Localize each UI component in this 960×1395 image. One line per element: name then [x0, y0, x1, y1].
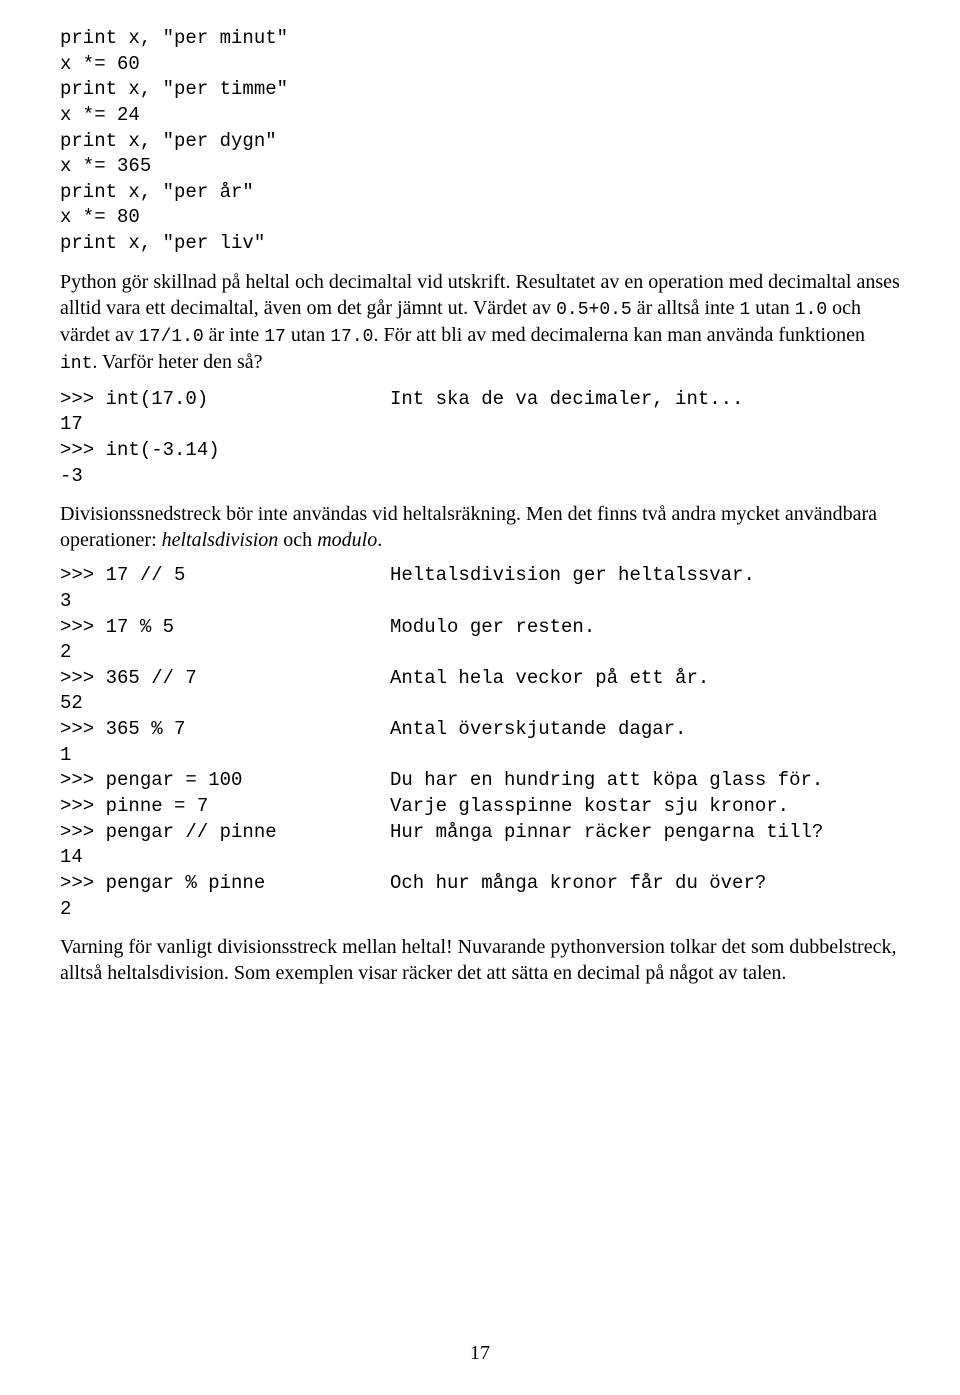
text-run: är inte: [204, 324, 265, 346]
code-block-1: print x, "per minut" x *= 60 print x, "p…: [60, 26, 900, 257]
page-container: print x, "per minut" x *= 60 print x, "p…: [0, 0, 960, 1395]
code-comment: [390, 691, 900, 717]
code-row: >>> pengar // pinne Hur många pinnar räc…: [60, 820, 900, 846]
code-row: -3: [60, 464, 900, 490]
code-comment: [390, 412, 900, 438]
code-left: >>> pengar = 100: [60, 768, 390, 794]
text-run: är alltså inte: [632, 297, 740, 319]
code-row: >>> pengar = 100 Du har en hundring att …: [60, 768, 900, 794]
code-row: >>> 365 % 7 Antal överskjutande dagar.: [60, 717, 900, 743]
code-left: 17: [60, 412, 390, 438]
code-comment: [390, 897, 900, 923]
code-line: x *= 365: [60, 154, 900, 180]
code-comment: Antal hela veckor på ett år.: [390, 666, 900, 692]
code-row: >>> int(17.0) Int ska de va decimaler, i…: [60, 387, 900, 413]
code-left: 1: [60, 743, 390, 769]
code-line: print x, "per timme": [60, 77, 900, 103]
code-block-3: >>> 17 // 5 Heltalsdivision ger heltalss…: [60, 563, 900, 922]
code-comment: Och hur många kronor får du över?: [390, 871, 900, 897]
code-comment: Heltalsdivision ger heltalssvar.: [390, 563, 900, 589]
code-row: 52: [60, 691, 900, 717]
code-row: 1: [60, 743, 900, 769]
text-run: utan: [750, 297, 794, 319]
code-left: >>> int(17.0): [60, 387, 390, 413]
inline-code: 1: [739, 300, 750, 320]
code-row: 2: [60, 640, 900, 666]
code-row: 14: [60, 845, 900, 871]
code-row: >>> pengar % pinne Och hur många kronor …: [60, 871, 900, 897]
code-row: >>> pinne = 7 Varje glasspinne kostar sj…: [60, 794, 900, 820]
italic-term: modulo: [317, 529, 377, 551]
text-run: utan: [286, 324, 330, 346]
code-line: x *= 80: [60, 205, 900, 231]
code-left: >>> 17 % 5: [60, 615, 390, 641]
code-row: 17: [60, 412, 900, 438]
code-row: >>> 17 % 5 Modulo ger resten.: [60, 615, 900, 641]
code-comment: Modulo ger resten.: [390, 615, 900, 641]
code-comment: [390, 464, 900, 490]
code-left: >>> pinne = 7: [60, 794, 390, 820]
code-left: -3: [60, 464, 390, 490]
code-left: >>> 365 // 7: [60, 666, 390, 692]
code-comment: Hur många pinnar räcker pengarna till?: [390, 820, 900, 846]
code-comment: Du har en hundring att köpa glass för.: [390, 768, 900, 794]
paragraph-2: Divisionssnedstreck bör inte användas vi…: [60, 501, 900, 553]
inline-code: 17/1.0: [139, 327, 204, 347]
code-left: >>> int(-3.14): [60, 438, 390, 464]
code-row: 2: [60, 897, 900, 923]
code-block-2: >>> int(17.0) Int ska de va decimaler, i…: [60, 387, 900, 490]
code-line: x *= 24: [60, 103, 900, 129]
inline-code: int: [60, 354, 92, 374]
code-line: print x, "per dygn": [60, 129, 900, 155]
code-line: print x, "per år": [60, 180, 900, 206]
page-number: 17: [0, 1342, 960, 1365]
code-left: >>> 17 // 5: [60, 563, 390, 589]
code-row: >>> int(-3.14): [60, 438, 900, 464]
text-run: . För att bli av med decimalerna kan man…: [373, 324, 865, 346]
inline-code: 17.0: [330, 327, 373, 347]
code-comment: Antal överskjutande dagar.: [390, 717, 900, 743]
code-left: >>> pengar % pinne: [60, 871, 390, 897]
code-left: 2: [60, 640, 390, 666]
code-left: 52: [60, 691, 390, 717]
code-comment: [390, 845, 900, 871]
code-comment: [390, 438, 900, 464]
code-left: 3: [60, 589, 390, 615]
code-line: print x, "per minut": [60, 26, 900, 52]
code-comment: Varje glasspinne kostar sju kronor.: [390, 794, 900, 820]
text-run: . Varför heter den så?: [92, 351, 262, 373]
text-run: och: [278, 529, 317, 551]
paragraph-3: Varning för vanligt divisionsstreck mell…: [60, 934, 900, 986]
code-left: 2: [60, 897, 390, 923]
code-row: 3: [60, 589, 900, 615]
code-comment: [390, 640, 900, 666]
code-left: >>> 365 % 7: [60, 717, 390, 743]
inline-code: 0.5+0.5: [556, 300, 632, 320]
inline-code: 1.0: [795, 300, 827, 320]
inline-code: 17: [264, 327, 286, 347]
code-comment: [390, 589, 900, 615]
code-left: 14: [60, 845, 390, 871]
code-comment: Int ska de va decimaler, int...: [390, 387, 900, 413]
code-line: x *= 60: [60, 52, 900, 78]
code-left: >>> pengar // pinne: [60, 820, 390, 846]
code-comment: [390, 743, 900, 769]
text-run: .: [377, 529, 382, 551]
italic-term: heltalsdivision: [162, 529, 279, 551]
code-line: print x, "per liv": [60, 231, 900, 257]
code-row: >>> 365 // 7 Antal hela veckor på ett år…: [60, 666, 900, 692]
code-row: >>> 17 // 5 Heltalsdivision ger heltalss…: [60, 563, 900, 589]
paragraph-1: Python gör skillnad på heltal och decima…: [60, 269, 900, 377]
